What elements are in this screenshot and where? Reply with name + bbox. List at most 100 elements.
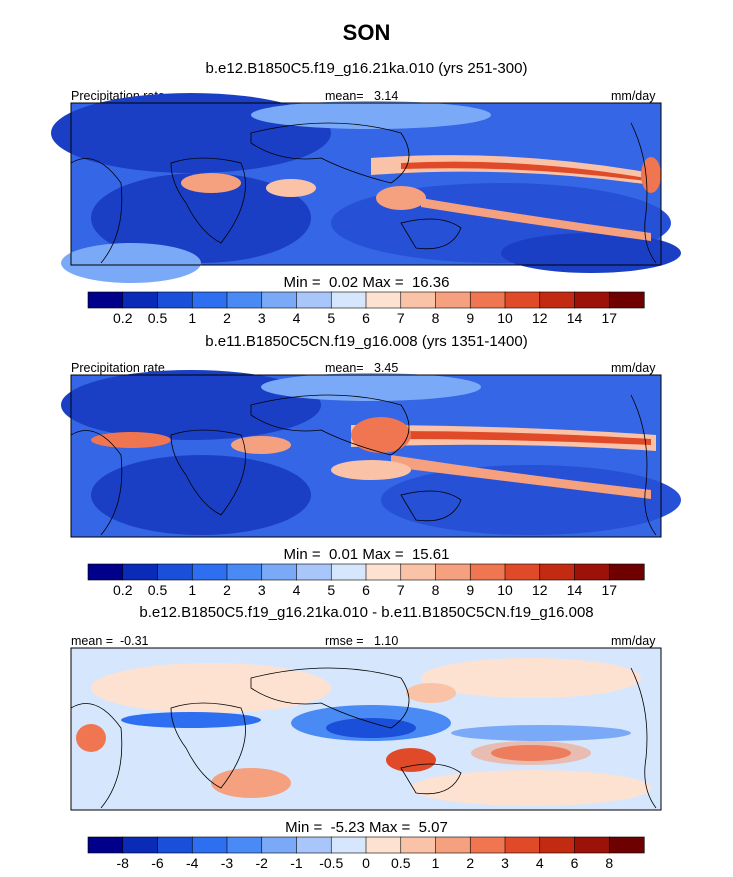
- colorbar-tick-label: 0.2: [113, 310, 133, 326]
- panel3-mean: mean = -0.31: [71, 634, 149, 648]
- panel2-min-value: 0.01: [328, 546, 359, 563]
- colorbar-tick-label: 8: [605, 855, 614, 871]
- colorbar-tick-label: 1: [188, 582, 197, 598]
- colorbar-swatch: [191, 291, 228, 309]
- colorbar-swatch: [574, 291, 610, 309]
- colorbar-swatch: [435, 291, 471, 309]
- colorbar-tick-label: 6: [570, 855, 579, 871]
- colorbar-tick-label: -4: [186, 855, 199, 871]
- colorbar-swatch: [539, 836, 576, 854]
- colorbar-tick-label: -0.5: [319, 855, 344, 871]
- panel3-units: mm/day: [611, 634, 656, 648]
- colorbar-swatch: [87, 563, 124, 581]
- colorbar-tick-label: 4: [535, 855, 544, 871]
- colorbar-tick-label: -6: [151, 855, 164, 871]
- colorbar-swatch: [157, 563, 193, 581]
- panel3-max-label: Max =: [369, 819, 411, 836]
- colorbar-tick-label: 17: [601, 582, 618, 598]
- panel2-mean-value: 3.45: [374, 361, 399, 375]
- colorbar-tick-label: 0.5: [147, 582, 168, 598]
- colorbar-swatch: [469, 291, 506, 309]
- panel1-min-value: 0.02: [328, 274, 359, 291]
- colorbar-swatch: [157, 291, 193, 309]
- panel1-max-label: Max =: [362, 274, 404, 291]
- colorbar-swatch: [608, 291, 645, 309]
- panel3-colorbar: [87, 836, 645, 854]
- colorbar-swatch: [400, 291, 437, 309]
- colorbar-swatch: [608, 836, 645, 854]
- colorbar-swatch: [226, 291, 263, 309]
- panel1-minmax: Min = 0.02 Max = 16.36: [0, 274, 733, 291]
- colorbar-swatch: [122, 563, 159, 581]
- colorbar-swatch: [574, 563, 610, 581]
- colorbar-swatch: [330, 291, 367, 309]
- colorbar-tick-label: 14: [566, 582, 583, 598]
- colorbar-tick-label: -3: [220, 855, 234, 871]
- colorbar-tick-label: 5: [327, 582, 336, 598]
- colorbar-tick-label: 9: [466, 582, 475, 598]
- colorbar-swatch: [157, 836, 193, 854]
- panel2-mean-label: mean=: [325, 361, 364, 375]
- colorbar-tick-label: 2: [466, 855, 475, 871]
- colorbar-tick-label: 4: [292, 582, 301, 598]
- panel2-minmax: Min = 0.01 Max = 15.61: [0, 546, 733, 563]
- colorbar-tick-label: 3: [257, 582, 266, 598]
- colorbar-tick-label: 8: [431, 310, 440, 326]
- colorbar-swatch: [226, 563, 263, 581]
- colorbar-tick-label: 5: [327, 310, 336, 326]
- colorbar-swatch: [296, 836, 332, 854]
- panel2-subtitle: b.e11.B1850C5CN.f19_g16.008 (yrs 1351-14…: [205, 333, 528, 350]
- colorbar-swatch: [539, 291, 576, 309]
- panel2-mean: mean= 3.45: [325, 361, 398, 375]
- colorbar-swatch: [261, 291, 298, 309]
- colorbar-tick-label: 7: [396, 582, 405, 598]
- panel3-rmse-value: 1.10: [373, 634, 399, 648]
- panel3-minmax: Min = -5.23 Max = 5.07: [0, 819, 733, 836]
- panel2-units: mm/day: [611, 361, 656, 375]
- colorbar-swatch: [400, 836, 437, 854]
- colorbar-swatch: [191, 563, 228, 581]
- colorbar-tick-label: -1: [290, 855, 303, 871]
- colorbar-tick-label: 3: [257, 310, 266, 326]
- colorbar-swatch: [504, 291, 541, 309]
- colorbar-swatch: [296, 291, 332, 309]
- colorbar-tick-label: 2: [223, 582, 231, 598]
- colorbar-swatch: [504, 563, 541, 581]
- panel1-mean: mean= 3.14: [325, 89, 398, 103]
- colorbar-tick-label: 7: [396, 310, 405, 326]
- colorbar-tick-label: 9: [466, 310, 475, 326]
- colorbar-tick-label: 6: [362, 310, 370, 326]
- colorbar-swatch: [261, 563, 298, 581]
- colorbar-tick-label: -2: [255, 855, 268, 871]
- colorbar-swatch: [296, 563, 332, 581]
- panel1-mean-label: mean=: [325, 89, 364, 103]
- figure-title: SON: [342, 20, 391, 45]
- colorbar-tick-label: 12: [531, 310, 548, 326]
- colorbar-swatch: [330, 563, 367, 581]
- colorbar-swatch: [574, 836, 610, 854]
- colorbar-tick-label: 10: [497, 582, 513, 598]
- colorbar-swatch: [435, 836, 471, 854]
- panel3-min-value: -5.23: [330, 819, 365, 836]
- colorbar-swatch: [191, 836, 228, 854]
- colorbar-tick-label: 1: [431, 855, 440, 871]
- colorbar-swatch: [330, 836, 367, 854]
- panel3-subtitle: b.e12.B1850C5.f19_g16.21ka.010 - b.e11.B…: [139, 604, 594, 621]
- panel2-max-label: Max =: [362, 546, 404, 563]
- colorbar-swatch: [608, 563, 645, 581]
- panel1-min-label: Min =: [283, 274, 321, 291]
- colorbar-tick-label: 12: [531, 582, 548, 598]
- panel1-colorbar: [87, 291, 645, 309]
- colorbar-swatch: [122, 291, 159, 309]
- panel1-subtitle: b.e12.B1850C5.f19_g16.21ka.010 (yrs 251-…: [205, 60, 528, 77]
- panel2-map: [61, 370, 681, 538]
- colorbar-tick-label: -8: [116, 855, 129, 871]
- colorbar-swatch: [435, 563, 471, 581]
- colorbar-swatch: [365, 836, 402, 854]
- colorbar-swatch: [539, 563, 576, 581]
- colorbar-swatch: [122, 836, 159, 854]
- colorbar-swatch: [87, 836, 124, 854]
- colorbar-tick-label: 14: [566, 310, 583, 326]
- panel3-rmse-label: rmse =: [325, 634, 364, 648]
- panel3-min-label: Min =: [285, 819, 323, 836]
